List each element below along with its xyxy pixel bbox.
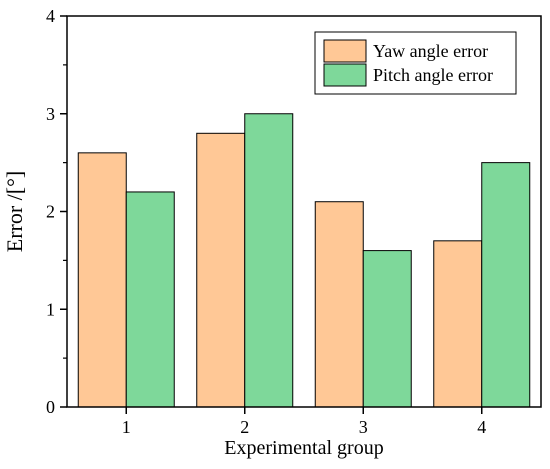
x-axis: 1 2 3 4 [122,407,486,437]
y-tick-label: 3 [46,104,55,124]
bar-yaw-group-4 [433,240,483,408]
legend-swatch-pitch [323,63,367,87]
x-tick-label: 2 [240,417,249,437]
x-axis-title: Experimental group [224,437,383,459]
bar-yaw-group-3 [314,201,364,408]
y-tick-label: 1 [46,299,55,319]
x-tick-label: 1 [122,417,131,437]
bar-yaw-group-1 [77,152,127,408]
bar-pitch-group-2 [244,113,294,408]
bar-pitch-group-4 [481,162,531,408]
x-tick-label: 3 [359,417,368,437]
legend-label-yaw: Yaw angle error [373,41,488,61]
y-axis-title: Error /[°] [2,171,27,252]
y-axis: 0 1 2 3 4 [46,6,67,417]
bar-pitch-group-1 [125,191,175,408]
legend-label-pitch: Pitch angle error [373,65,493,85]
y-tick-label: 0 [46,397,55,417]
legend: Yaw angle error Pitch angle error [314,31,517,95]
y-tick-label: 4 [46,6,55,26]
y-tick-label: 2 [46,202,55,222]
bars-group [77,113,531,408]
bar-pitch-group-3 [362,250,412,408]
x-tick-label: 4 [477,417,486,437]
legend-swatch-yaw [323,39,367,63]
bar-yaw-group-2 [196,132,246,408]
